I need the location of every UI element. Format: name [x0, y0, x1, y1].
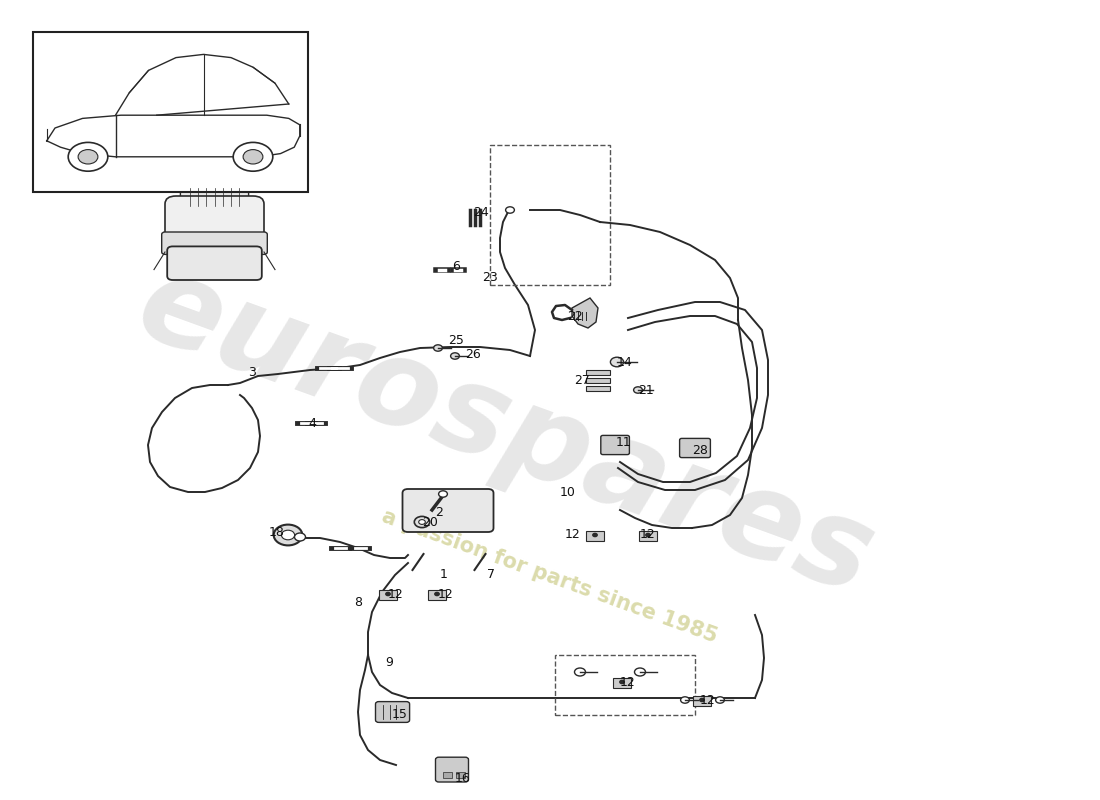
Circle shape [433, 345, 442, 351]
Text: 28: 28 [692, 443, 708, 457]
Bar [443, 771, 452, 778]
Text: eurospares: eurospares [123, 245, 889, 619]
FancyBboxPatch shape [180, 186, 249, 208]
Text: 3: 3 [248, 366, 256, 378]
Circle shape [700, 698, 704, 702]
Circle shape [282, 530, 295, 540]
FancyBboxPatch shape [375, 702, 409, 722]
Text: 1: 1 [440, 569, 448, 582]
Bar [639, 531, 657, 541]
Text: 10: 10 [560, 486, 576, 498]
Text: 26: 26 [465, 349, 481, 362]
Bar [586, 386, 611, 391]
Text: 25: 25 [448, 334, 464, 346]
Text: 15: 15 [392, 709, 408, 722]
Text: 12: 12 [700, 694, 716, 706]
Circle shape [415, 517, 430, 528]
Polygon shape [572, 298, 598, 328]
Text: 20: 20 [422, 517, 438, 530]
Circle shape [78, 150, 98, 164]
Bar [490, 145, 610, 285]
Text: 24: 24 [473, 206, 488, 219]
Circle shape [434, 592, 439, 595]
Circle shape [451, 353, 460, 359]
Circle shape [386, 592, 390, 595]
Circle shape [243, 150, 263, 164]
Text: 27: 27 [574, 374, 590, 386]
Text: 21: 21 [638, 383, 653, 397]
Circle shape [439, 490, 448, 497]
Text: a passion for parts since 1985: a passion for parts since 1985 [379, 506, 720, 646]
Text: 9: 9 [385, 655, 393, 669]
Bar [613, 678, 630, 688]
FancyBboxPatch shape [601, 435, 629, 454]
Text: 8: 8 [354, 595, 362, 609]
Text: 12: 12 [620, 677, 636, 690]
Circle shape [506, 206, 515, 214]
Circle shape [716, 697, 725, 703]
Circle shape [295, 533, 306, 541]
Circle shape [233, 142, 273, 171]
Bar [428, 590, 446, 600]
FancyBboxPatch shape [403, 489, 494, 532]
FancyBboxPatch shape [680, 438, 711, 458]
FancyBboxPatch shape [162, 232, 267, 254]
Circle shape [646, 534, 650, 537]
Text: 7: 7 [487, 569, 495, 582]
Text: 2: 2 [434, 506, 443, 518]
Text: 12: 12 [640, 529, 656, 542]
Bar [456, 771, 465, 778]
Bar [586, 531, 604, 541]
Circle shape [68, 142, 108, 171]
Circle shape [274, 525, 302, 546]
Circle shape [574, 668, 585, 676]
Bar [379, 590, 397, 600]
Text: 12: 12 [438, 589, 453, 602]
Text: 11: 11 [616, 435, 631, 449]
FancyBboxPatch shape [165, 196, 264, 244]
Bar [33, 32, 308, 192]
FancyBboxPatch shape [436, 757, 469, 782]
Circle shape [635, 668, 646, 676]
Text: 12: 12 [388, 589, 404, 602]
Text: 16: 16 [455, 771, 471, 785]
Text: 18: 18 [270, 526, 285, 539]
Bar [586, 378, 611, 383]
Text: 23: 23 [482, 271, 498, 285]
Bar [586, 370, 611, 375]
Circle shape [681, 697, 690, 703]
Text: 4: 4 [308, 417, 316, 430]
Circle shape [634, 387, 642, 394]
Text: 6: 6 [452, 261, 460, 274]
Text: 14: 14 [617, 355, 632, 369]
Text: 22: 22 [568, 310, 583, 322]
Circle shape [593, 534, 597, 537]
Bar [556, 655, 695, 715]
Bar [693, 696, 711, 706]
Circle shape [610, 357, 624, 366]
FancyBboxPatch shape [167, 246, 262, 280]
Circle shape [419, 520, 426, 525]
Text: 12: 12 [565, 529, 581, 542]
Circle shape [619, 680, 624, 683]
